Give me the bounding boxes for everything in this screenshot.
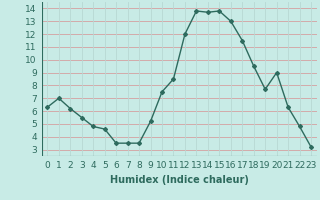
X-axis label: Humidex (Indice chaleur): Humidex (Indice chaleur)	[110, 175, 249, 185]
